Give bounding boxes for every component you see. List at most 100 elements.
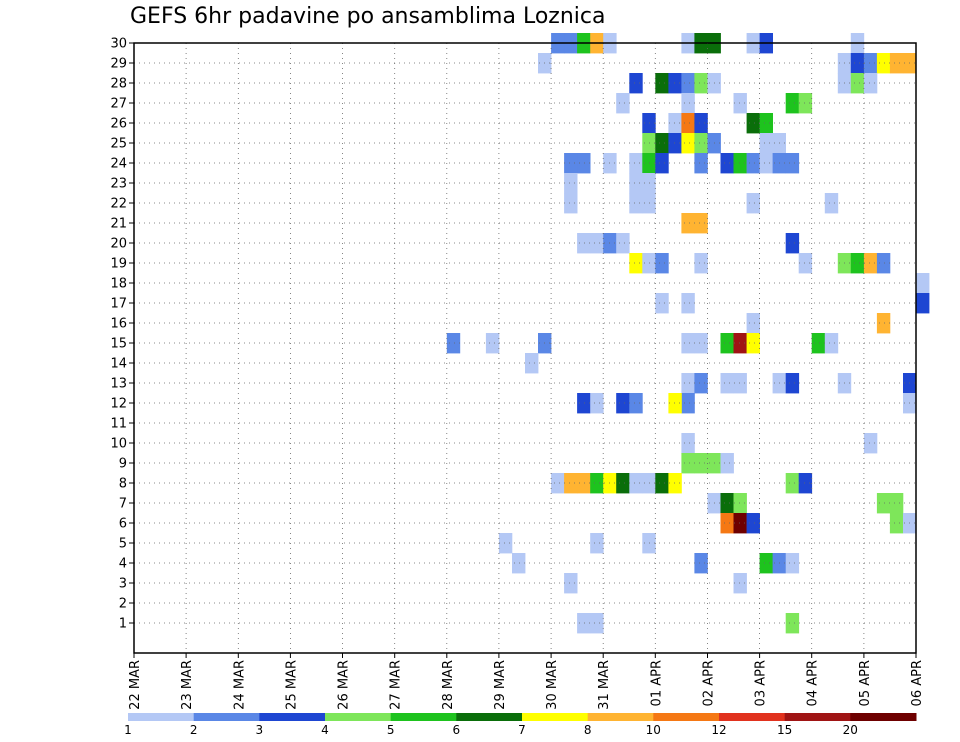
precip-cell (681, 113, 695, 134)
precip-cell (889, 513, 904, 534)
y-tick-label: 28 (110, 77, 127, 92)
precip-cell (577, 393, 591, 414)
precip-cell (551, 473, 565, 494)
x-tick-label: 06 APR (910, 660, 925, 706)
precip-cell (681, 73, 695, 94)
precip-cell (824, 333, 839, 354)
precip-cell (616, 233, 630, 254)
precip-cell (889, 53, 904, 74)
precip-cell (733, 373, 747, 394)
y-tick-label: 14 (110, 357, 127, 372)
precip-cell (720, 153, 734, 174)
precip-cell (746, 313, 760, 334)
precip-cell (564, 153, 578, 174)
legend-swatch (128, 713, 195, 721)
x-tick-label: 29 MAR (493, 660, 508, 710)
precip-cell (720, 333, 734, 354)
precip-cell (746, 153, 760, 174)
precip-cell (746, 333, 760, 354)
precip-cell (577, 613, 591, 634)
precip-cell (876, 493, 891, 514)
precip-cell (694, 333, 708, 354)
legend-label: 6 (452, 723, 460, 737)
x-tick-label: 22 MAR (128, 660, 143, 710)
y-tick-label: 21 (110, 217, 127, 232)
precip-cell (720, 513, 734, 534)
x-tick-label: 31 MAR (597, 660, 612, 710)
precip-cell (681, 133, 695, 154)
x-tick-label: 03 APR (754, 660, 769, 706)
precip-cell (694, 73, 708, 94)
precip-cell (798, 253, 813, 274)
precip-cell (485, 333, 500, 354)
precip-cell (681, 453, 695, 474)
legend-label: 1 (124, 723, 132, 737)
precip-cell (616, 93, 630, 114)
precip-cell (681, 293, 695, 314)
precip-cell (590, 533, 604, 554)
precip-cell (590, 473, 604, 494)
y-tick-label: 7 (119, 497, 127, 512)
precip-cell (850, 53, 865, 74)
y-tick-label: 16 (110, 317, 127, 332)
precip-cell (759, 133, 773, 154)
precip-cell (616, 393, 630, 414)
legend-label: 5 (387, 723, 395, 737)
precip-cell (655, 253, 669, 274)
legend-label: 12 (711, 723, 726, 737)
legend-swatch (719, 713, 786, 721)
precip-cell (629, 253, 643, 274)
legend-swatch (587, 713, 654, 721)
y-tick-label: 27 (110, 97, 127, 112)
x-axis: 22 MAR 23 MAR 24 MAR 25 MAR 26 MAR 27 MAR 28 M… (128, 653, 925, 710)
precip-cell (850, 73, 865, 94)
x-tick-label: 24 MAR (232, 660, 247, 710)
precip-cell (746, 513, 760, 534)
y-tick-label: 26 (110, 117, 127, 132)
precip-cell (629, 393, 643, 414)
precip-cell (733, 333, 747, 354)
precip-cell (655, 473, 669, 494)
precip-cell (577, 233, 591, 254)
precip-cell (629, 73, 643, 94)
plot-frame (133, 42, 917, 654)
y-tick-label: 23 (110, 177, 127, 192)
color-legend: 1 2 3 4 5 6 7 8 10 12 15 20 (124, 713, 917, 737)
precip-cell (694, 113, 708, 134)
x-tick-label: 28 MAR (441, 660, 456, 710)
precip-cell (916, 273, 930, 294)
precip-cell (876, 313, 891, 334)
y-tick-label: 11 (110, 417, 127, 432)
legend-label: 15 (777, 723, 792, 737)
precip-cell (577, 153, 591, 174)
precip-cell (733, 493, 747, 514)
precip-cell (785, 373, 800, 394)
precip-cell (785, 613, 800, 634)
legend-label: 20 (843, 723, 858, 737)
precip-cell (876, 53, 891, 74)
precip-cell (720, 453, 734, 474)
x-tick-label: 27 MAR (389, 660, 404, 710)
precip-cell (759, 553, 773, 574)
precip-cell (681, 333, 695, 354)
precip-cell (720, 373, 734, 394)
precip-cell (785, 153, 800, 174)
y-tick-label: 9 (119, 457, 127, 472)
legend-label: 2 (190, 723, 198, 737)
chart-title: GEFS 6hr padavine po ansamblima Loznica (130, 4, 606, 29)
precip-cell (694, 373, 708, 394)
precip-cell (668, 473, 682, 494)
precip-cell (668, 113, 682, 134)
precip-cell (798, 93, 813, 114)
precip-cell (759, 153, 773, 174)
precip-cell (863, 253, 878, 274)
legend-label: 7 (518, 723, 526, 737)
precip-cell (564, 193, 578, 214)
precip-cell (564, 573, 578, 594)
legend-swatch (850, 713, 917, 721)
precip-cell (850, 253, 865, 274)
precip-cell (446, 333, 461, 354)
precip-cell (694, 553, 708, 574)
y-tick-label: 20 (110, 237, 127, 252)
precip-cell (655, 153, 669, 174)
